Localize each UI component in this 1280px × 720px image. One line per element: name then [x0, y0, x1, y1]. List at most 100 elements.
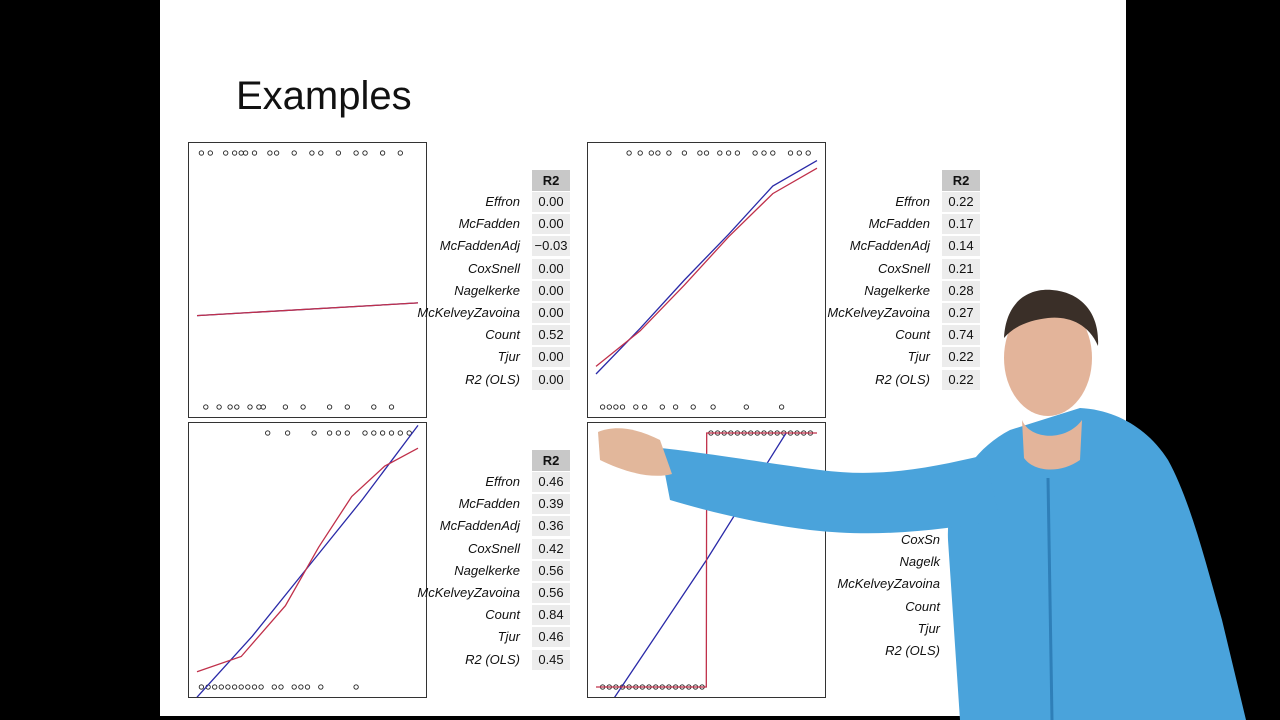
- data-point: [311, 430, 317, 436]
- stat-label: Tjur: [907, 349, 930, 365]
- data-point: [335, 150, 342, 156]
- stat-value: 0.45: [532, 649, 570, 670]
- data-point: [778, 404, 785, 410]
- slide-title: Examples: [236, 74, 412, 118]
- stat-value: 0.39: [532, 494, 570, 515]
- plot-top-left: [188, 142, 427, 418]
- data-point: [227, 404, 233, 410]
- data-point: [267, 150, 273, 156]
- stat-label: McFadden: [868, 216, 930, 232]
- stat-value: 0.42: [532, 538, 570, 559]
- stat-label: McFaddenAdj: [849, 238, 930, 254]
- stat-label: Effron: [895, 194, 930, 209]
- fit-line-logistic: [196, 447, 419, 673]
- data-point: [326, 430, 333, 436]
- data-point: [690, 404, 696, 410]
- data-point: [203, 404, 209, 410]
- data-point: [752, 150, 758, 156]
- data-point: [278, 684, 284, 690]
- data-point: [379, 430, 386, 436]
- stat-value: 0.27: [942, 303, 980, 323]
- data-point: [251, 684, 258, 690]
- data-point: [258, 684, 264, 690]
- data-point: [273, 150, 280, 156]
- data-point: [371, 430, 377, 436]
- data-point: [787, 150, 794, 156]
- stat-value: 0.46: [532, 472, 570, 492]
- stat-value: 0.17: [942, 214, 980, 235]
- data-point: [198, 150, 205, 156]
- data-point: [291, 684, 297, 690]
- stat-value: 0.00: [532, 280, 570, 301]
- data-point: [743, 404, 749, 410]
- plot-bottom-right: [587, 422, 826, 698]
- data-point: [734, 150, 741, 156]
- stat-value: 0.00: [532, 192, 570, 212]
- data-point: [655, 150, 661, 156]
- data-point: [599, 404, 606, 410]
- stat-value: 0.22: [942, 192, 980, 212]
- data-point: [637, 150, 643, 156]
- stat-label: Tjur: [497, 349, 520, 365]
- plot-svg: [595, 150, 818, 410]
- stat-value: 0.52: [532, 325, 570, 346]
- data-point: [371, 404, 377, 410]
- data-point: [247, 404, 253, 410]
- stat-value: 0.00: [532, 303, 570, 323]
- stat-value: −0.03: [532, 236, 570, 257]
- stat-label: Effron: [485, 194, 520, 209]
- data-point: [379, 150, 386, 156]
- data-point: [626, 150, 632, 156]
- stat-label: CoxSnell: [467, 260, 520, 276]
- stat-value: 0.46: [532, 627, 570, 648]
- r2-header: R2: [942, 170, 980, 191]
- data-point: [207, 150, 213, 156]
- data-point: [251, 150, 258, 156]
- stat-value: 0.22: [942, 369, 980, 390]
- r2-header: R2: [532, 170, 570, 191]
- plot-svg: [596, 430, 817, 697]
- stat-value: 0.00: [532, 347, 570, 368]
- data-point: [309, 150, 315, 156]
- stat-value: 0.21: [942, 258, 980, 279]
- data-point: [335, 430, 342, 436]
- stat-label: Nagelk: [899, 554, 940, 570]
- stat-value: 0.74: [942, 325, 980, 346]
- data-point: [326, 404, 333, 410]
- stat-label: R2 (OLS): [465, 651, 520, 667]
- stat-label: McFaddenAdj: [439, 238, 520, 254]
- slide: Examples R2 Effron 0.00 McFadden 0.00 McFadde…: [160, 0, 1126, 716]
- data-point: [770, 150, 776, 156]
- data-point: [231, 684, 238, 690]
- data-point: [318, 150, 324, 156]
- data-point: [681, 150, 688, 156]
- data-point: [710, 404, 716, 410]
- data-point: [666, 150, 672, 156]
- data-point: [344, 404, 350, 410]
- data-point: [697, 150, 703, 156]
- stat-label: CoxSn: [900, 532, 940, 547]
- data-point: [234, 404, 240, 410]
- plot-bottom-left: [188, 422, 427, 698]
- data-point: [238, 150, 244, 156]
- stat-value: 0.00: [532, 369, 570, 390]
- data-point: [406, 430, 412, 436]
- stat-label: Tjur: [917, 620, 940, 636]
- data-point: [218, 684, 224, 690]
- data-point: [659, 404, 665, 410]
- stat-value: 0.56: [532, 560, 570, 581]
- stat-label: Nagelkerke: [454, 282, 520, 298]
- data-point: [717, 150, 723, 156]
- stat-label: McKelveyZavoina: [837, 576, 940, 592]
- data-point: [298, 684, 304, 690]
- stat-label: Count: [485, 327, 520, 343]
- data-point: [242, 150, 249, 156]
- data-point: [761, 150, 767, 156]
- data-point: [796, 150, 802, 156]
- data-point: [648, 150, 654, 156]
- data-point: [633, 404, 639, 410]
- fit-line-logistic: [596, 432, 817, 688]
- r2-header: R2: [532, 450, 570, 471]
- stat-value: 0.36: [532, 516, 570, 537]
- stat-label: McKelveyZavoina: [417, 585, 520, 600]
